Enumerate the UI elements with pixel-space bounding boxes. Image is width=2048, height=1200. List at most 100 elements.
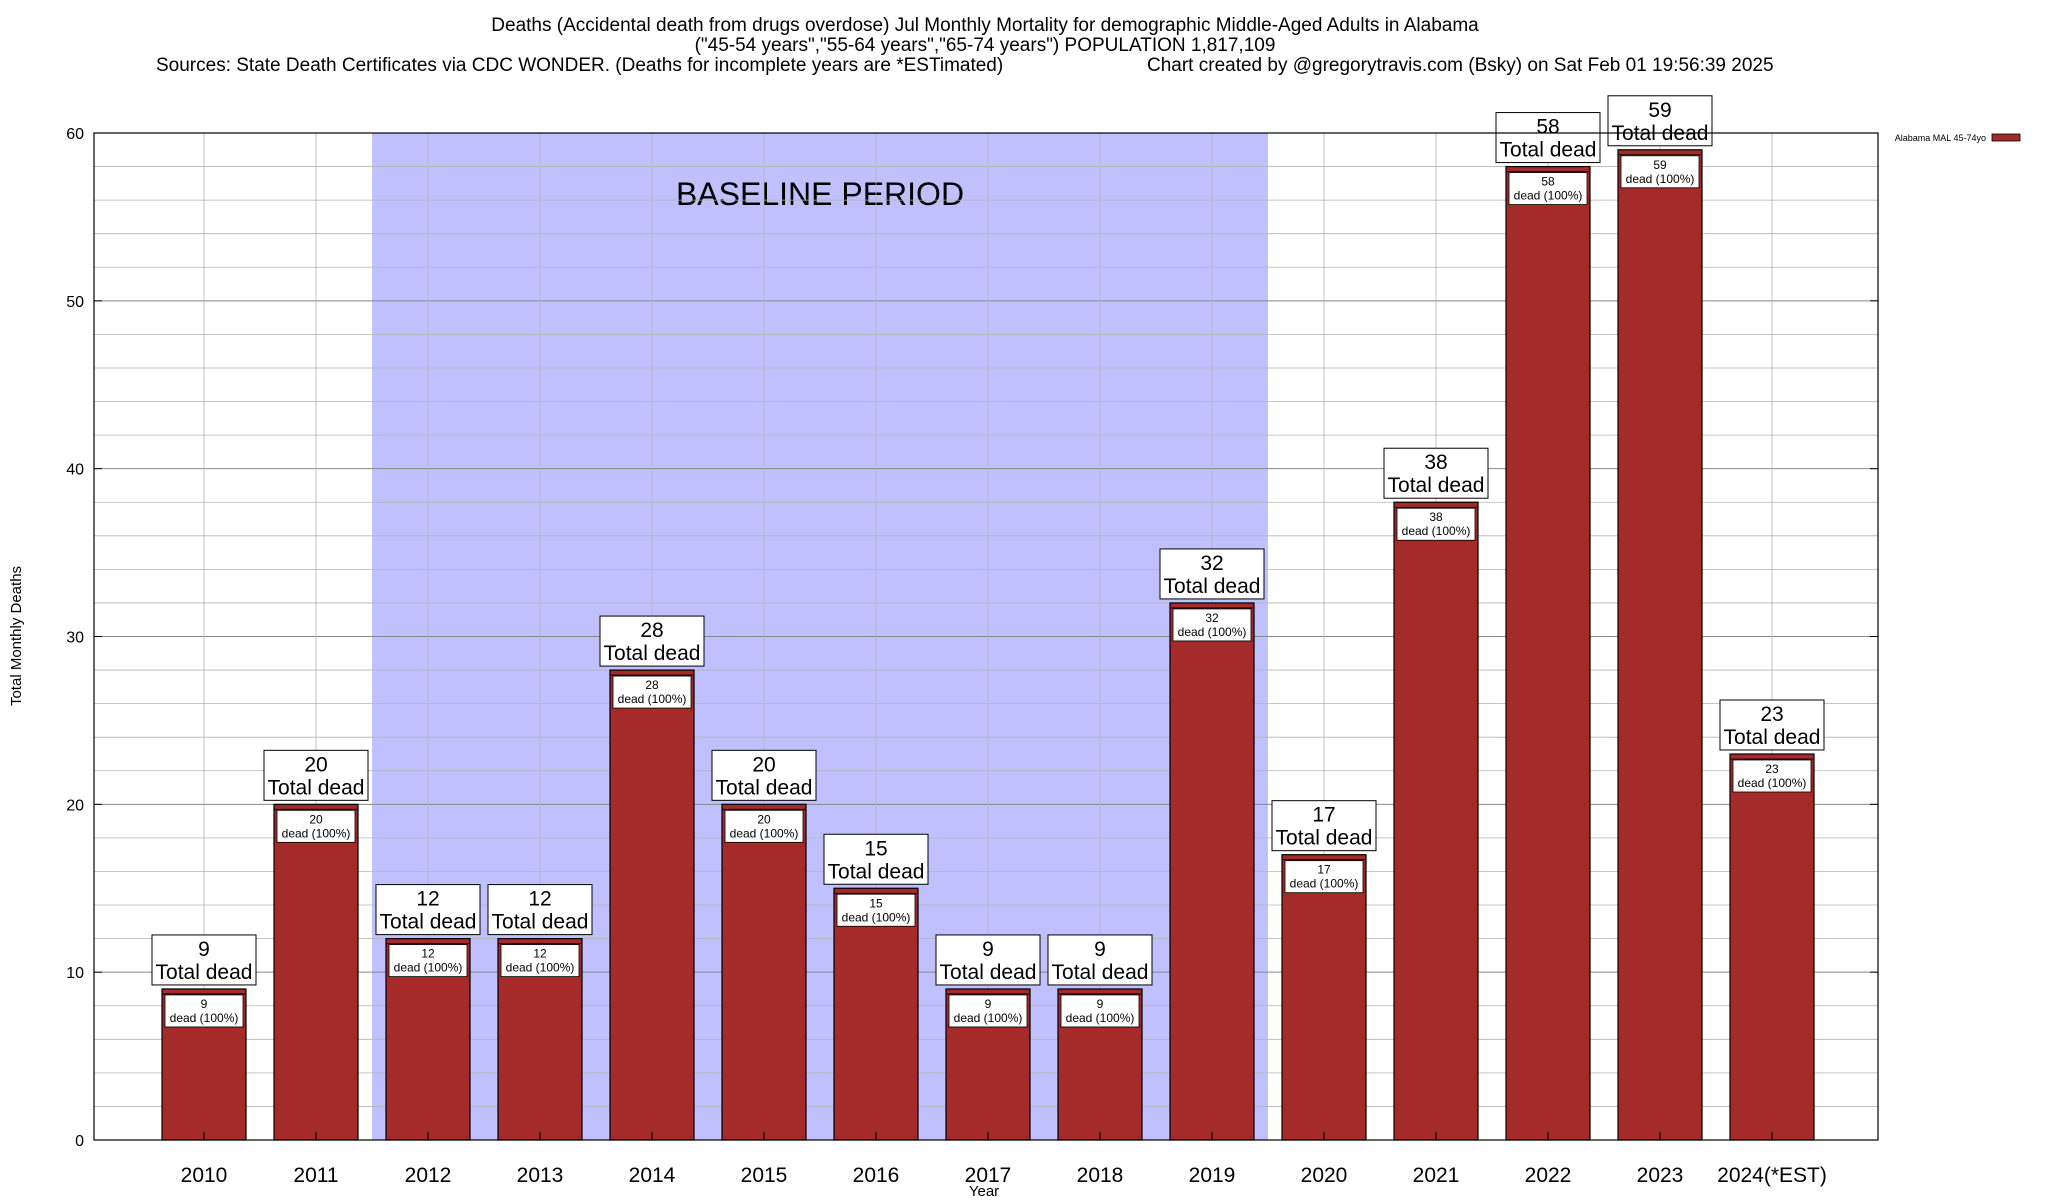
x-tick-label: 2022	[1525, 1164, 1572, 1187]
legend-label: Alabama MAL 45-74yo	[1895, 133, 1986, 143]
total-label-value: 15	[864, 837, 887, 860]
x-tick-label: 2013	[517, 1164, 564, 1187]
inner-label-text: dead (100%)	[1514, 189, 1583, 203]
x-tick-label: 2021	[1413, 1164, 1460, 1187]
x-tick-label: 2018	[1077, 1164, 1124, 1187]
inner-label-box	[1732, 759, 1812, 793]
total-label-value: 12	[528, 888, 551, 911]
total-label-box	[151, 934, 257, 986]
bar	[833, 887, 919, 1141]
inner-label-value: 32	[1205, 611, 1219, 625]
bar	[1617, 149, 1703, 1141]
inner-label-value: 38	[1429, 510, 1443, 524]
total-label-text: Total dead	[156, 961, 253, 984]
inner-label-text: dead (100%)	[842, 910, 911, 924]
total-label-text: Total dead	[380, 911, 477, 934]
inner-label-text: dead (100%)	[1402, 524, 1471, 538]
bar	[1729, 753, 1815, 1141]
x-tick-label: 2010	[181, 1164, 228, 1187]
y-tick-label: 30	[66, 630, 84, 647]
total-label-value: 58	[1536, 116, 1559, 139]
total-label-box	[1719, 699, 1825, 751]
inner-label-box	[1508, 172, 1588, 205]
inner-label-box	[1060, 994, 1140, 1028]
total-label-box	[935, 934, 1041, 986]
bar	[1169, 602, 1255, 1141]
total-label-box	[1383, 447, 1489, 499]
legend: Alabama MAL 45-74yo	[1895, 133, 2021, 143]
inner-label-value: 23	[1765, 762, 1779, 776]
inner-label-value: 9	[1097, 997, 1104, 1011]
x-tick-label: 2024(*EST)	[1717, 1164, 1827, 1187]
inner-label-value: 17	[1317, 863, 1331, 877]
bar	[1505, 165, 1591, 1141]
y-tick-label: 20	[66, 797, 84, 814]
chart-subtitle: ("45-54 years","55-64 years","65-74 year…	[695, 35, 1276, 56]
y-tick-label: 0	[75, 1133, 84, 1150]
y-axis-title: Total Monthly Deaths	[8, 566, 25, 706]
inner-label-text: dead (100%)	[1626, 172, 1695, 186]
inner-label-text: dead (100%)	[170, 1011, 239, 1025]
inner-label-box	[948, 994, 1028, 1028]
total-label-box	[1271, 800, 1377, 852]
y-tick-label: 50	[66, 294, 84, 311]
inner-label-text: dead (100%)	[618, 692, 687, 706]
total-label-value: 28	[640, 619, 663, 642]
total-label-value: 20	[304, 753, 327, 776]
inner-label-value: 12	[421, 947, 435, 961]
inner-label-box	[1396, 507, 1476, 541]
total-label-value: 9	[982, 938, 994, 961]
total-label-text: Total dead	[1724, 726, 1821, 749]
total-label-box	[263, 749, 369, 801]
total-label-box	[823, 833, 929, 885]
inner-label-box	[1620, 155, 1700, 189]
bar	[609, 669, 695, 1141]
total-label-box	[1495, 112, 1601, 164]
total-label-text: Total dead	[268, 776, 365, 799]
total-label-text: Total dead	[604, 642, 701, 665]
y-tick-label: 40	[66, 462, 84, 479]
x-tick-label: 2016	[853, 1164, 900, 1187]
x-tick-label: 2023	[1637, 1164, 1684, 1187]
y-tick-label: 60	[66, 126, 84, 143]
inner-label-value: 58	[1541, 175, 1555, 189]
bar	[721, 803, 807, 1141]
x-tick-label: 2011	[293, 1164, 338, 1187]
total-label-value: 9	[198, 938, 210, 961]
total-label-text: Total dead	[828, 860, 925, 883]
inner-label-text: dead (100%)	[1178, 625, 1247, 639]
x-tick-label: 2019	[1189, 1164, 1236, 1187]
inner-label-value: 28	[645, 678, 659, 692]
inner-label-box	[500, 944, 580, 977]
total-label-box	[599, 615, 705, 667]
inner-label-box	[836, 893, 916, 927]
total-label-box	[487, 884, 593, 936]
y-tick-label: 10	[66, 965, 84, 982]
total-label-text: Total dead	[1276, 827, 1373, 850]
x-axis-title: Year	[969, 1183, 999, 1200]
total-label-box	[1607, 95, 1713, 147]
total-label-box	[1047, 934, 1153, 986]
total-label-value: 38	[1424, 451, 1447, 474]
inner-label-text: dead (100%)	[1738, 776, 1807, 790]
inner-label-text: dead (100%)	[1290, 877, 1359, 891]
total-label-text: Total dead	[492, 911, 589, 934]
total-label-value: 23	[1760, 703, 1783, 726]
inner-label-value: 12	[533, 947, 547, 961]
total-label-value: 32	[1200, 552, 1223, 575]
inner-label-box	[612, 675, 692, 709]
x-tick-label: 2020	[1301, 1164, 1348, 1187]
total-label-text: Total dead	[1388, 474, 1485, 497]
legend-swatch	[1991, 133, 2021, 142]
inner-label-value: 20	[757, 812, 771, 826]
total-label-value: 59	[1648, 99, 1671, 122]
total-label-text: Total dead	[1052, 961, 1149, 984]
inner-label-value: 20	[309, 812, 323, 826]
total-label-text: Total dead	[940, 961, 1037, 984]
inner-label-value: 9	[201, 997, 208, 1011]
inner-label-value: 9	[985, 997, 992, 1011]
total-label-text: Total dead	[716, 776, 813, 799]
